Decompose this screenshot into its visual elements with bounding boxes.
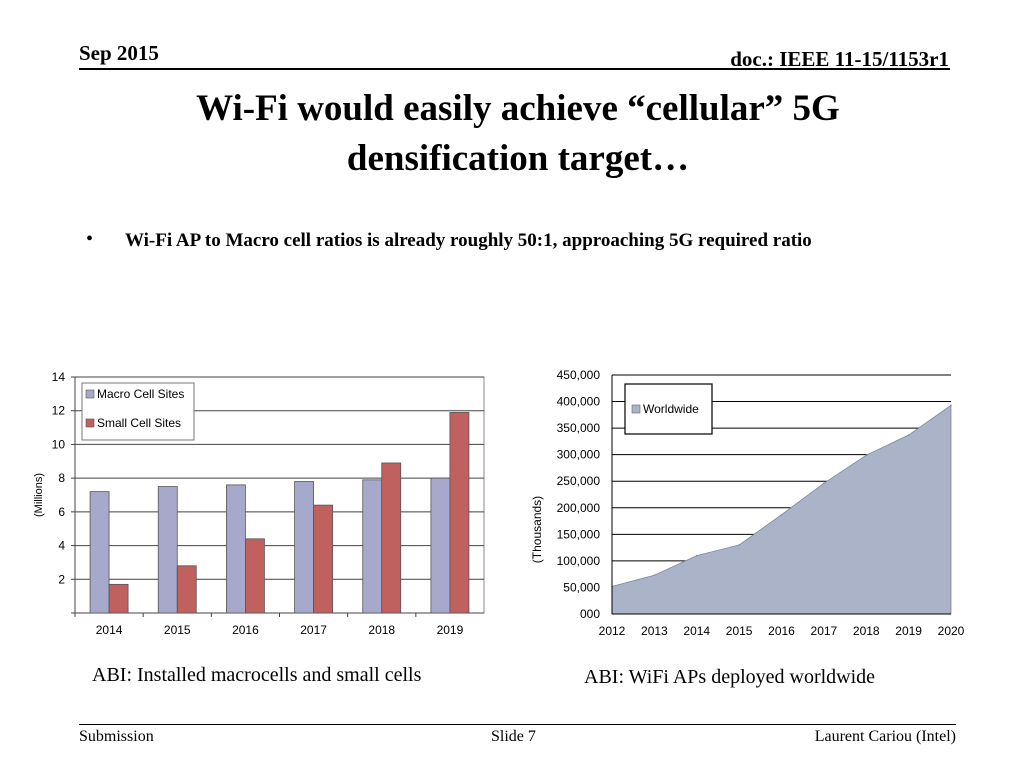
x-tick-label: 2014 bbox=[683, 624, 710, 638]
area-chart: 000 50,000 100,000 150,000 200,000 250,000 300… bbox=[530, 368, 965, 638]
data-point-worldwide bbox=[823, 482, 825, 485]
bar-macro-cell-sites bbox=[430, 477, 451, 614]
bar-small-cell-sites bbox=[108, 583, 129, 614]
bar-small-cell-sites bbox=[381, 462, 402, 614]
data-point-worldwide bbox=[653, 574, 656, 577]
bar-macro-cell-sites bbox=[226, 484, 246, 614]
footer-submission: Submission bbox=[79, 728, 154, 745]
legend-swatch bbox=[631, 404, 641, 414]
caption-bar-chart: ABI: Installed macrocells and small cell… bbox=[92, 664, 422, 686]
bar-small-cell-sites bbox=[449, 411, 470, 614]
bar-chart: 2 4 6 8 10 12 14 (Millions) 2014 2015 2016 2017 2018… bbox=[33, 370, 485, 637]
y-axis-label: (Thousands) bbox=[530, 496, 544, 563]
x-tick-label: 2012 bbox=[599, 624, 626, 638]
x-tick-label: 2014 bbox=[96, 623, 123, 637]
y-tick-label: 200,000 bbox=[557, 501, 601, 515]
footer-slide-number: Slide 7 bbox=[491, 728, 536, 745]
bar-macro-cell-sites bbox=[362, 479, 383, 614]
x-tick-label: 2018 bbox=[853, 624, 880, 638]
bar-small-cell-sites bbox=[245, 538, 265, 614]
data-point-worldwide bbox=[695, 554, 698, 557]
footer-divider bbox=[79, 724, 956, 725]
header-divider bbox=[79, 68, 950, 70]
y-tick-label: 6 bbox=[58, 505, 65, 519]
x-tick-label: 2013 bbox=[641, 624, 668, 638]
data-point-worldwide bbox=[865, 454, 868, 456]
footer-author: Laurent Cariou (Intel) bbox=[814, 728, 956, 745]
data-point-worldwide bbox=[738, 544, 740, 546]
x-tick-label: 2019 bbox=[437, 623, 464, 637]
x-tick-label: 2015 bbox=[164, 623, 191, 637]
bullet-marker: • bbox=[86, 228, 94, 250]
x-tick-label: 2016 bbox=[232, 623, 259, 637]
x-tick-label: 2019 bbox=[895, 624, 922, 638]
y-tick-label: 14 bbox=[52, 370, 66, 384]
x-tick-label: 2020 bbox=[938, 624, 965, 638]
y-tick-label: 000 bbox=[580, 607, 600, 621]
y-tick-label: 50,000 bbox=[563, 580, 600, 594]
x-tick-label: 2018 bbox=[368, 623, 395, 637]
legend-label: Worldwide bbox=[643, 402, 699, 416]
bar-small-cell-sites bbox=[176, 565, 197, 614]
y-axis-label: (Millions) bbox=[33, 473, 45, 517]
caption-area-chart: ABI: WiFi APs deployed worldwide bbox=[584, 666, 876, 688]
y-tick-label: 12 bbox=[52, 404, 66, 418]
area-worldwide bbox=[611, 404, 952, 615]
y-tick-label: 8 bbox=[58, 471, 65, 485]
y-tick-label: 300,000 bbox=[557, 448, 601, 462]
data-point-worldwide bbox=[780, 513, 783, 516]
y-tick-label: 400,000 bbox=[557, 395, 601, 409]
header-doc-id: doc.: IEEE 11-15/1153r1 bbox=[730, 47, 949, 71]
y-tick-label: 450,000 bbox=[557, 368, 601, 382]
data-point-worldwide bbox=[950, 404, 952, 407]
legend: Macro Cell Sites Small Cell Sites bbox=[81, 382, 195, 441]
x-tick-label: 2017 bbox=[811, 624, 838, 638]
x-tick-label: 2015 bbox=[726, 624, 753, 638]
header-date: Sep 2015 bbox=[79, 41, 159, 65]
y-tick-label: 10 bbox=[52, 437, 66, 451]
x-tick-label: 2016 bbox=[768, 624, 795, 638]
legend-box bbox=[81, 382, 195, 441]
bar-small-cell-sites bbox=[313, 504, 333, 614]
data-point-worldwide bbox=[907, 434, 910, 436]
legend: Worldwide bbox=[624, 383, 713, 435]
y-tick-label: 2 bbox=[58, 572, 65, 586]
y-tick-label: 100,000 bbox=[557, 554, 601, 568]
y-tick-label: 350,000 bbox=[557, 421, 601, 435]
legend-swatch bbox=[85, 418, 95, 428]
legend-label: Macro Cell Sites bbox=[97, 387, 184, 401]
bar-macro-cell-sites bbox=[89, 491, 110, 614]
bar-macro-cell-sites bbox=[294, 481, 314, 614]
bar-macro-cell-sites bbox=[157, 486, 178, 614]
y-tick-label: 250,000 bbox=[557, 474, 601, 488]
y-tick-label: 150,000 bbox=[557, 527, 601, 541]
legend-swatch bbox=[85, 389, 95, 399]
legend-label: Small Cell Sites bbox=[97, 416, 181, 430]
bullet-text: Wi-Fi AP to Macro cell ratios is already… bbox=[125, 230, 812, 251]
y-tick-label: 4 bbox=[58, 539, 65, 553]
x-tick-label: 2017 bbox=[300, 623, 327, 637]
slide-title: Wi-Fi would easily achieve “cellular” 5G… bbox=[196, 88, 840, 179]
